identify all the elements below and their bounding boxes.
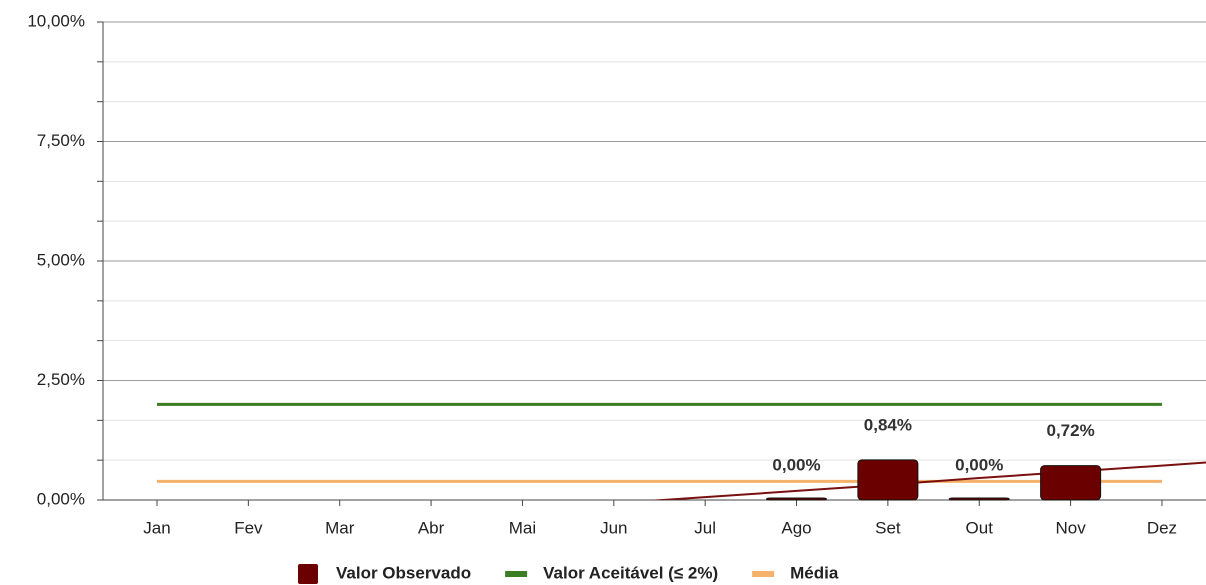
legend-swatch <box>505 571 528 577</box>
x-tick-label: Jul <box>694 518 716 537</box>
bar <box>1040 465 1102 501</box>
x-tick-label: Out <box>966 518 994 537</box>
x-tick-label: Nov <box>1055 518 1086 537</box>
x-tick-label: Mai <box>509 518 536 537</box>
bar <box>857 459 919 501</box>
bar <box>948 497 1010 501</box>
trend-line <box>648 461 1206 500</box>
bar <box>766 497 828 501</box>
legend-swatch <box>298 564 318 584</box>
data-label: 0,00% <box>955 455 1003 474</box>
data-label: 0,00% <box>772 455 820 474</box>
data-label: 0,84% <box>864 415 912 434</box>
legend-label: Média <box>790 563 839 582</box>
x-tick-label: Ago <box>781 518 811 537</box>
y-tick-label: 5,00% <box>37 250 85 269</box>
legend-label: Valor Aceitável (≤ 2%) <box>543 563 718 582</box>
y-tick-label: 10,00% <box>27 11 85 30</box>
y-tick-label: 7,50% <box>37 131 85 150</box>
x-tick-label: Fev <box>234 518 263 537</box>
x-tick-label: Mar <box>325 518 355 537</box>
x-tick-label: Dez <box>1147 518 1177 537</box>
y-tick-label: 0,00% <box>37 489 85 508</box>
y-tick-label: 2,50% <box>37 370 85 389</box>
x-tick-label: Set <box>875 518 901 537</box>
x-tick-label: Jun <box>600 518 627 537</box>
data-label: 0,72% <box>1046 421 1094 440</box>
x-tick-label: Abr <box>418 518 445 537</box>
plot-area <box>157 402 1206 500</box>
x-tick-label: Jan <box>143 518 170 537</box>
legend-swatch <box>752 571 775 577</box>
legend-label: Valor Observado <box>336 563 471 582</box>
